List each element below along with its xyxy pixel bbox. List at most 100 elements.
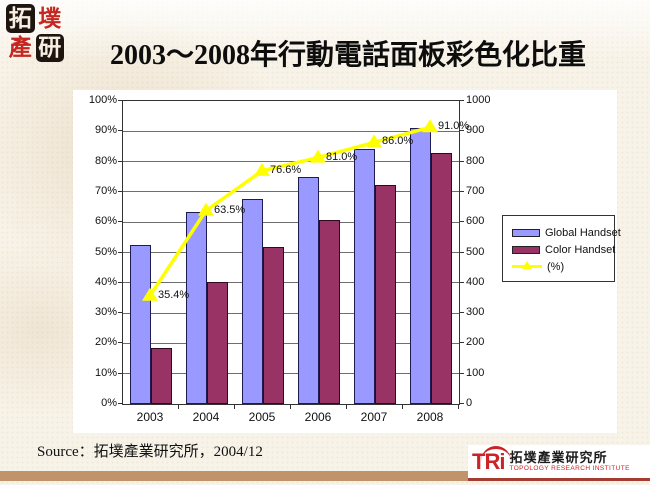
chart: Global Handset Color Handset (%) 100% 90% 80… xyxy=(73,90,621,433)
legend-label: Color Handset xyxy=(545,243,616,256)
percent-marker-2008 xyxy=(422,119,438,133)
y-axis-right-tick xyxy=(460,281,464,283)
bar-color-handset-2006 xyxy=(319,220,340,404)
percent-data-label-2008: 91.0% xyxy=(438,120,470,133)
footer-org-name-cn: 拓墣產業研究所 xyxy=(509,449,608,465)
y-axis-right-tick-label: 900 xyxy=(466,124,485,137)
x-axis-tick xyxy=(402,405,403,409)
legend-item--%-: (%) xyxy=(512,258,614,275)
legend-swatch-line xyxy=(512,261,542,269)
seal-char-pu: 墣 xyxy=(38,5,62,31)
y-axis-left-tick-label: 90% xyxy=(94,124,117,137)
gridline xyxy=(123,130,459,132)
x-axis-category-label: 2008 xyxy=(416,410,444,424)
gridline xyxy=(123,221,459,223)
y-axis-left-tick xyxy=(118,251,122,253)
y-axis-left-tick xyxy=(118,100,122,101)
legend-swatch-color xyxy=(512,245,540,254)
percent-marker-2003 xyxy=(142,287,158,301)
y-axis-right-tick xyxy=(460,100,464,101)
y-axis-right-tick-label: 200 xyxy=(466,336,485,349)
y-axis-right-tick xyxy=(460,372,464,374)
gridline xyxy=(123,373,459,375)
footer-logo-underline xyxy=(468,478,650,481)
y-axis-right-tick-label: 800 xyxy=(466,154,485,167)
y-axis-right-tick xyxy=(460,403,464,404)
y-axis-right-tick-label: 300 xyxy=(466,306,485,319)
chart-legend: Global Handset Color Handset (%) xyxy=(502,215,621,282)
y-axis-left-tick xyxy=(118,342,122,344)
percent-data-label-2003: 35.4% xyxy=(158,288,190,301)
x-axis-category-label: 2004 xyxy=(192,410,220,424)
x-axis-category-label: 2007 xyxy=(360,410,388,424)
bar-global-handset-2006 xyxy=(298,177,319,404)
footer-org-block: 拓墣產業研究所 TOPOLOGY RESEARCH INSTITUTE xyxy=(509,449,630,473)
x-axis-tick xyxy=(290,405,291,409)
x-axis-category-label: 2006 xyxy=(304,410,332,424)
y-axis-right-tick-label: 600 xyxy=(466,215,485,228)
tri-logo-mark: TRi xyxy=(472,445,511,473)
percent-marker-2005 xyxy=(254,162,270,176)
y-axis-left-tick-label: 100% xyxy=(88,94,117,106)
gridline xyxy=(123,282,459,284)
y-axis-right-tick xyxy=(460,190,464,192)
y-axis-left-tick xyxy=(118,160,122,162)
source-note: Source：拓墣產業研究所，2004/12 xyxy=(37,444,263,460)
gridline xyxy=(123,312,459,314)
x-axis-tick xyxy=(234,405,235,409)
legend-label: (%) xyxy=(547,260,565,273)
seal-char-chan: 產 xyxy=(8,35,32,61)
percent-data-label-2006: 81.0% xyxy=(326,150,358,163)
y-axis-left-tick xyxy=(118,190,122,192)
bar-color-handset-2003 xyxy=(151,348,172,404)
y-axis-left-tick-label: 60% xyxy=(94,215,117,228)
y-axis-left-tick-label: 0% xyxy=(101,397,117,409)
percent-marker-2004 xyxy=(198,202,214,216)
gridline xyxy=(123,252,459,253)
y-axis-left-tick-label: 80% xyxy=(94,154,117,167)
legend-item-color-handset: Color Handset xyxy=(512,241,616,258)
y-axis-right-tick xyxy=(460,160,464,162)
x-axis-tick xyxy=(458,405,459,409)
percent-data-label-2005: 76.6% xyxy=(270,163,302,176)
bar-global-handset-2003 xyxy=(130,245,151,404)
y-axis-right-tick xyxy=(460,342,464,344)
y-axis-left-tick xyxy=(118,312,122,314)
footer-bar xyxy=(0,471,650,481)
gridline xyxy=(123,161,459,163)
y-axis-left-tick xyxy=(118,372,122,374)
footer-org-name-en: TOPOLOGY RESEARCH INSTITUTE xyxy=(509,464,630,472)
percent-marker-2007 xyxy=(366,134,382,148)
tri-logo-arc-icon xyxy=(481,445,511,461)
tri-seal-logo: 拓 墣 產 研 xyxy=(6,4,64,62)
gridline xyxy=(123,191,459,193)
percent-line-layer xyxy=(142,119,438,301)
y-axis-left-tick-label: 30% xyxy=(94,306,117,319)
legend-label: Global Handset xyxy=(545,226,621,239)
legend-swatch-global xyxy=(512,228,540,237)
bar-color-handset-2005 xyxy=(263,247,284,404)
y-axis-right-tick-label: 100 xyxy=(466,366,485,379)
y-axis-right-tick-label: 400 xyxy=(466,275,485,288)
y-axis-right-tick-label: 0 xyxy=(466,397,473,409)
percent-marker-2006 xyxy=(310,149,326,163)
y-axis-left-tick-label: 20% xyxy=(94,336,117,349)
y-axis-right-tick-label: 700 xyxy=(466,184,485,197)
footer-logo: TRi 拓墣產業研究所 TOPOLOGY RESEARCH INSTITUTE xyxy=(468,445,650,478)
y-axis-left-tick-label: 50% xyxy=(94,245,117,258)
bar-global-handset-2005 xyxy=(242,199,263,404)
legend-item-global-handset: Global Handset xyxy=(512,224,621,241)
x-axis-tick xyxy=(346,405,347,409)
bar-color-handset-2008 xyxy=(431,153,452,404)
y-axis-right-tick xyxy=(460,130,464,132)
percent-line xyxy=(148,125,431,297)
y-axis-right-tick xyxy=(460,312,464,314)
seal-char-tuo: 拓 xyxy=(6,4,35,33)
seal-char-yan: 研 xyxy=(35,33,64,62)
y-axis-right-tick xyxy=(460,221,464,223)
plot-area xyxy=(122,100,460,405)
y-axis-right-tick xyxy=(460,251,464,253)
bar-color-handset-2004 xyxy=(207,282,228,404)
gridline xyxy=(123,342,459,344)
